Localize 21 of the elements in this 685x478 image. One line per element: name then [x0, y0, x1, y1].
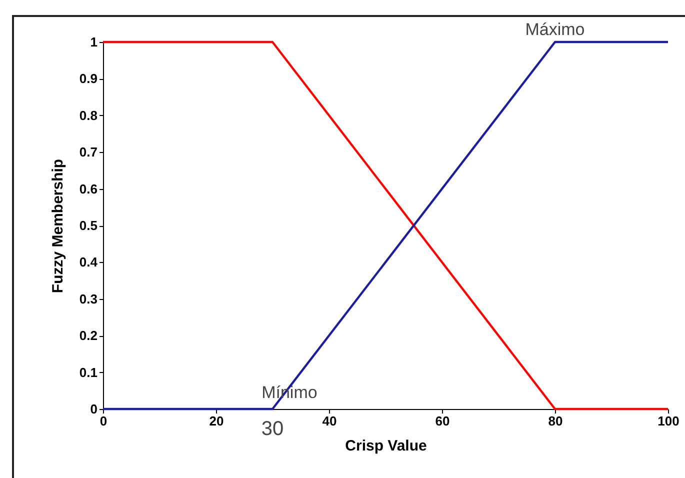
- y-tick-label: 0.8: [79, 108, 98, 123]
- x-tick-label: 40: [322, 414, 337, 428]
- x-axis-title: Crisp Value: [345, 438, 427, 454]
- y-tick-label: 0.2: [79, 328, 98, 344]
- y-axis-title: Fuzzy Membership: [49, 158, 66, 294]
- y-tick-label: 0.3: [79, 291, 98, 306]
- text: Máximo: [525, 20, 585, 39]
- y-tick-label: 1: [90, 34, 98, 50]
- y-tick-label: 0.1: [79, 364, 98, 380]
- y-tick-label: 0.5: [79, 218, 98, 233]
- x-tick-label: 60: [435, 414, 450, 428]
- x-tick-label: 0: [100, 414, 108, 428]
- x-tick-label: 100: [658, 414, 680, 428]
- x-tick-label: 20: [209, 414, 224, 428]
- x-tick-label: 80: [548, 414, 563, 428]
- y-tick-label: 0: [90, 402, 98, 416]
- text: 30: [261, 418, 284, 440]
- y-tick-label: 0.9: [79, 71, 98, 86]
- y-tick-label: 0.4: [79, 254, 98, 270]
- y-tick-label: 0.6: [79, 181, 98, 196]
- y-tick-label: 0.7: [79, 144, 98, 160]
